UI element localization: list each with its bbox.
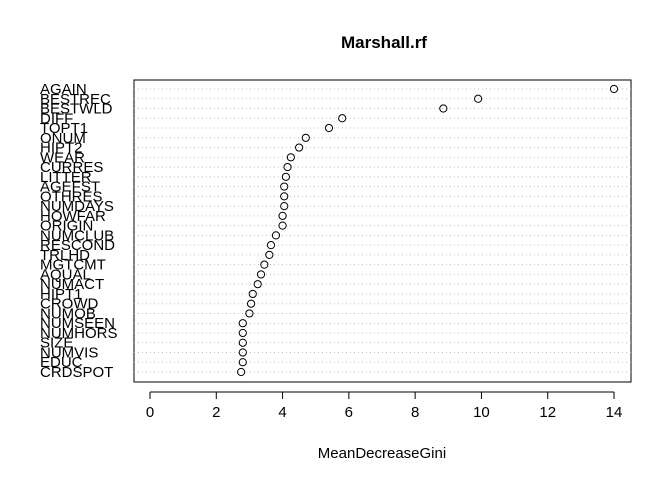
variable-label: CRDSPOT xyxy=(40,364,113,381)
plot-box xyxy=(133,79,632,383)
variable-label: WEAR xyxy=(40,149,85,166)
chart-title: Marshall.rf xyxy=(341,33,427,52)
data-point xyxy=(245,309,254,318)
variable-label: NUMDAYS xyxy=(40,198,114,215)
variable-label: SIZE xyxy=(40,335,73,352)
variable-label: CURRES xyxy=(40,159,103,176)
variable-label: NUMSEEN xyxy=(40,315,115,332)
data-point xyxy=(280,192,289,201)
x-tick-label: 12 xyxy=(539,404,556,421)
x-tick-label: 10 xyxy=(473,404,490,421)
data-point xyxy=(278,221,287,230)
data-point xyxy=(301,133,310,142)
variable-label: BESTREC xyxy=(40,91,111,108)
variable-label: AGAIN xyxy=(40,81,87,98)
variable-label: NUMCLUB xyxy=(40,227,114,244)
data-point xyxy=(253,280,262,289)
data-point xyxy=(248,289,257,299)
data-point xyxy=(338,114,347,123)
variable-label: TRLHD xyxy=(40,247,90,264)
data-point xyxy=(609,84,619,94)
data-points xyxy=(237,84,619,377)
data-point xyxy=(280,202,289,211)
variable-label: DIFF xyxy=(40,110,73,127)
variable-label: AGEFST xyxy=(40,179,100,196)
data-point xyxy=(286,153,295,162)
data-point xyxy=(238,319,247,328)
data-point xyxy=(238,358,247,367)
data-point xyxy=(439,104,448,113)
variable-label: OTHRES xyxy=(40,188,103,205)
variable-label: TOPT1 xyxy=(40,120,88,137)
data-point xyxy=(281,172,290,181)
data-point xyxy=(271,231,281,240)
data-point xyxy=(238,328,247,338)
variable-label: MGTCMT xyxy=(40,257,106,274)
variable-labels: AGAINBESTRECBESTWLDDIFFTOPT1ONUMHIPT2WEA… xyxy=(40,81,118,381)
variable-label: NUMHORS xyxy=(40,325,118,342)
variable-label: ORIGIN xyxy=(40,218,93,235)
data-point xyxy=(238,338,247,347)
x-tick-label: 6 xyxy=(345,404,353,421)
variable-label: LITTER xyxy=(40,169,92,186)
data-point xyxy=(324,123,334,133)
data-point xyxy=(256,270,266,279)
x-tick-label: 8 xyxy=(411,404,419,421)
data-point xyxy=(280,182,289,191)
data-point xyxy=(265,250,274,259)
x-tick-label: 14 xyxy=(606,404,623,421)
variable-label: AQUAL xyxy=(40,266,91,283)
variable-label: HIPT2 xyxy=(40,140,83,157)
variable-label: HIPT1 xyxy=(40,286,83,303)
variable-label: BESTWLD xyxy=(40,101,113,118)
data-point xyxy=(237,367,246,377)
x-axis: 0 2 4 6 8 10 12 14 xyxy=(146,391,623,421)
variable-label: CROWD xyxy=(40,296,98,313)
x-tick-label: 0 xyxy=(146,404,154,421)
data-point xyxy=(246,299,256,308)
variable-label: EDUC xyxy=(40,354,83,371)
variable-label: NUMACT xyxy=(40,276,104,293)
grid-lines xyxy=(134,88,631,373)
variable-label: RESCOND xyxy=(40,237,115,254)
variable-label: HOWFAR xyxy=(40,208,106,225)
variable-label: NUMOB xyxy=(40,305,96,322)
data-point xyxy=(283,162,292,172)
data-point xyxy=(238,348,247,357)
variable-label: ONUM xyxy=(40,130,86,147)
data-point xyxy=(278,211,287,220)
data-point xyxy=(474,94,483,103)
variable-label: NUMVIS xyxy=(40,344,98,361)
x-tick-label: 2 xyxy=(212,404,220,421)
data-point xyxy=(266,241,276,250)
data-point xyxy=(295,143,304,152)
x-tick-label: 4 xyxy=(278,404,286,421)
x-axis-label: MeanDecreaseGini xyxy=(318,445,446,462)
data-point xyxy=(260,260,269,269)
